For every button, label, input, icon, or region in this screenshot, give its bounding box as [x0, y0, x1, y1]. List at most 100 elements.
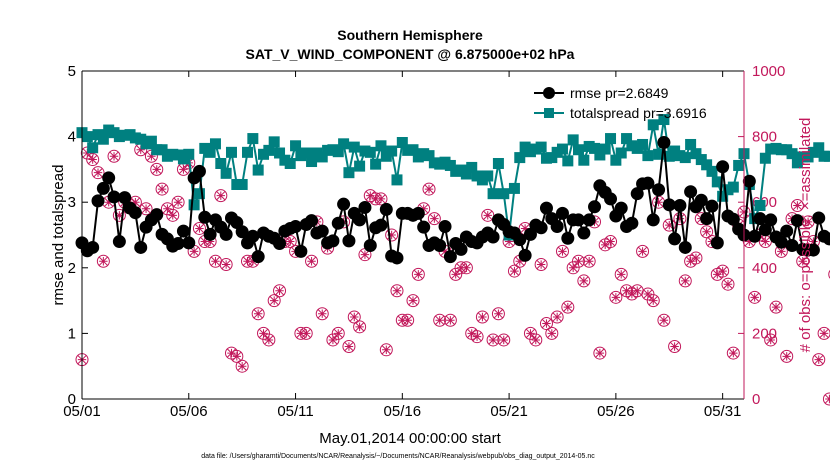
obs-count-marker	[331, 326, 345, 340]
totalspread-marker	[685, 138, 697, 150]
rmse-marker	[128, 206, 142, 220]
totalspread-marker	[215, 157, 227, 169]
y-tick-label: 1	[68, 325, 76, 342]
rmse-marker	[438, 219, 452, 233]
obs-count-marker	[748, 290, 762, 304]
obs-count-marker	[614, 267, 628, 281]
totalspread-marker	[567, 134, 579, 146]
obs-count-marker	[534, 258, 548, 272]
obs-count-marker	[112, 208, 126, 222]
rmse-marker	[374, 218, 388, 232]
obs-count-marker	[609, 290, 623, 304]
obs-count-marker	[107, 149, 121, 163]
obs-count-marker	[769, 300, 783, 314]
rmse-marker	[203, 227, 217, 241]
rmse-marker	[235, 225, 249, 239]
obs-count-marker	[470, 330, 484, 344]
y2-axis-label: # of obs: o=possible; ×=assimilated	[797, 118, 814, 353]
rmse-marker	[86, 240, 100, 254]
plot-area: 05/01 05/06 05/11 05/16 05/21 05/26 05/31 0 1 2 3 4…	[63, 63, 830, 420]
rmse-marker	[673, 198, 687, 212]
obs-count-marker	[555, 244, 569, 258]
totalspread-marker	[733, 159, 745, 171]
rmse-marker	[273, 237, 287, 251]
rmse-marker	[684, 185, 698, 199]
obs-count-marker	[721, 277, 735, 291]
rmse-marker	[331, 216, 345, 230]
obs-count-marker	[262, 333, 276, 347]
obs-count-marker	[529, 333, 543, 347]
rmse-marker	[118, 191, 132, 205]
obs-count-marker	[673, 212, 687, 226]
rmse-marker	[315, 224, 329, 238]
rmse-marker	[614, 201, 628, 215]
totalspread-marker	[386, 145, 398, 157]
obs-count-marker	[678, 274, 692, 288]
obs-count-marker	[406, 294, 420, 308]
rmse-marker	[726, 212, 740, 226]
obs-count-marker	[812, 353, 826, 367]
totalspread-marker	[252, 164, 264, 176]
obs-count-marker	[449, 267, 463, 281]
obs-count-marker	[86, 153, 100, 167]
rmse-marker	[433, 238, 447, 252]
legend-totalspread-label: totalspread pr=3.6916	[570, 105, 707, 121]
obs-count-marker	[390, 284, 404, 298]
rmse-marker	[577, 226, 591, 240]
rmse-marker	[625, 216, 639, 230]
y2-tick-label: 1000	[752, 63, 785, 80]
obs-count-marker	[566, 261, 580, 275]
rmse-marker	[411, 206, 425, 220]
rmse-marker	[790, 214, 804, 228]
y-axis-label: rmse and totalspread	[50, 165, 67, 306]
rmse-marker	[561, 231, 575, 245]
obs-count-marker	[475, 310, 489, 324]
obs-count-marker	[780, 349, 794, 363]
rmse-marker	[513, 233, 527, 247]
rmse-marker	[251, 250, 265, 264]
legend-rmse-marker	[543, 87, 555, 99]
rmse-marker	[518, 248, 532, 262]
rmse-marker	[534, 221, 548, 235]
totalspread-marker	[220, 167, 232, 179]
totalspread-marker	[343, 167, 355, 179]
totalspread-marker	[375, 140, 387, 152]
rmse-marker	[641, 176, 655, 190]
rmse-marker	[326, 234, 340, 248]
rmse-marker	[112, 235, 126, 249]
rmse-marker	[630, 187, 644, 201]
totalspread-marker	[242, 146, 253, 158]
obs-count-marker	[326, 333, 340, 347]
rmse-marker	[694, 193, 708, 207]
totalspread-marker	[556, 143, 568, 155]
obs-count-marker	[166, 208, 180, 222]
rmse-marker	[289, 219, 303, 233]
rmse-marker	[353, 213, 367, 227]
totalspread-marker	[354, 160, 366, 172]
obs-count-marker	[822, 392, 830, 406]
totalspread-marker	[498, 188, 510, 200]
rmse-marker	[102, 171, 116, 185]
rmse-marker	[107, 190, 121, 204]
obs-count-marker	[251, 307, 265, 321]
rmse-marker	[588, 200, 602, 214]
rmse-marker	[555, 206, 569, 220]
totalspread-marker	[247, 133, 259, 145]
obs-count-marker	[214, 189, 228, 203]
obs-count-marker	[171, 195, 185, 209]
rmse-marker	[198, 210, 212, 224]
totalspread-marker	[81, 131, 93, 143]
rmse-marker	[812, 211, 826, 225]
obs-count-marker	[716, 264, 730, 278]
totalspread-marker	[786, 148, 798, 160]
rmse-marker	[150, 208, 164, 222]
obs-count-marker	[91, 166, 105, 180]
totalspread-marker	[637, 138, 649, 150]
totalspread-marker	[183, 148, 195, 160]
rmse-marker	[705, 199, 719, 213]
obs-count-marker	[497, 333, 511, 347]
totalspread-marker	[578, 154, 590, 166]
y-tick-label: 0	[68, 391, 76, 408]
